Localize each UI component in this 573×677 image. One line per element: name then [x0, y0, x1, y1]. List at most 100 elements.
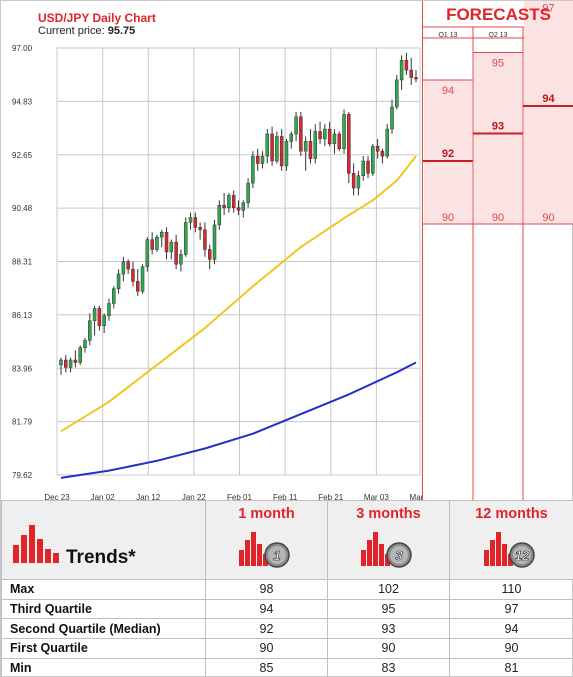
candle-body	[164, 232, 169, 253]
candle-body	[193, 217, 198, 228]
candle-body	[131, 268, 135, 282]
candle-body	[323, 128, 327, 140]
current-price-value: 95.75	[107, 25, 136, 37]
forecast-high-value: 94	[442, 85, 454, 97]
forecast-band	[424, 80, 472, 224]
candle-body	[64, 359, 68, 368]
candle-body	[116, 273, 121, 290]
moving-average-long-line	[60, 361, 417, 479]
trends-label: Trends*	[66, 547, 136, 568]
candle-body	[207, 249, 212, 260]
quarter-label: Q1 13	[438, 32, 457, 39]
trends-table: Trends* 1 month 1 3 months 3 12 months	[1, 500, 573, 677]
table-row-median: Second Quartile (Median) 92 93 94	[1, 618, 573, 640]
moving-average-short-line	[60, 155, 417, 433]
row-label: Max	[1, 579, 206, 600]
badge-number: 1	[273, 548, 280, 563]
forecast-high-value: 95	[492, 58, 504, 70]
x-tick-label: Jan 12	[136, 493, 161, 500]
candle-body	[270, 133, 274, 162]
period-icon: 3	[328, 528, 449, 568]
current-price-label: Current price:	[38, 25, 105, 37]
candle-body	[265, 133, 270, 157]
y-tick-label: 88.31	[12, 258, 33, 267]
forecast-low-value: 90	[442, 212, 454, 224]
bar-icon-bar	[244, 540, 250, 566]
bar-icon-bar	[378, 544, 384, 566]
cell-value: 81	[449, 657, 573, 677]
candle-body	[337, 133, 341, 149]
x-tick-label: Feb 21	[318, 493, 343, 500]
y-tick-label: 86.13	[12, 311, 33, 320]
row-label: Second Quartile (Median)	[1, 618, 206, 640]
table-row-min: Min 85 83 81	[1, 657, 573, 677]
bar-chart-badge-icon: 1	[238, 532, 290, 568]
cell-value: 83	[327, 657, 450, 677]
column-header-label: 12 months	[475, 506, 548, 522]
candle-body	[97, 308, 102, 326]
candle-body	[313, 131, 318, 159]
candle-body	[294, 116, 298, 135]
cell-value: 94	[449, 618, 573, 640]
candle-body	[308, 141, 313, 159]
candle-body	[126, 261, 130, 270]
current-price-row: Current price: 95.75	[38, 25, 135, 37]
candle-body	[332, 133, 337, 145]
candle-body	[380, 150, 385, 157]
cell-value: 90	[205, 638, 328, 659]
cell-value: 93	[327, 618, 450, 640]
candle-body	[107, 303, 111, 317]
candle-body	[361, 160, 365, 177]
period-icon: 1	[206, 528, 327, 568]
candle-body	[78, 347, 82, 363]
x-tick-label: Mar 03	[364, 493, 389, 500]
candle-body	[342, 114, 346, 149]
price-chart: 97.00 94.83 92.65 90.48 88.31 86.13 83.96 81.79…	[2, 2, 423, 500]
forecast-band	[474, 52, 522, 224]
candle-body	[217, 204, 222, 226]
candle-body	[347, 114, 351, 174]
column-header-1-month: 1 month 1	[205, 500, 328, 580]
bar-chart-badge-icon: 12	[483, 532, 535, 568]
candle-body	[112, 288, 116, 304]
candle-body	[260, 155, 265, 164]
forecast-high-value: 97	[542, 3, 554, 15]
candle-body	[351, 173, 356, 189]
candle-body	[241, 202, 246, 211]
x-tick-label: Mar 13	[410, 493, 423, 500]
table-row-third-quartile: Third Quartile 94 95 97	[1, 598, 573, 620]
candle-body	[395, 79, 399, 108]
candle-body	[174, 241, 178, 265]
candle-body	[83, 340, 87, 348]
forecast-band	[524, 1, 573, 224]
candle-body	[279, 136, 284, 167]
bar-icon-bar	[250, 532, 256, 566]
bar-icon-bar	[495, 532, 501, 566]
badge-number: 12	[514, 548, 529, 563]
candle-body	[371, 146, 375, 174]
forecast-median-value: 93	[492, 121, 504, 133]
candle-body	[275, 136, 279, 162]
row-label: First Quartile	[1, 638, 206, 659]
candle-body	[236, 207, 241, 211]
candle-body	[231, 195, 236, 208]
candle-body	[289, 133, 294, 142]
column-header-label: 1 month	[238, 506, 295, 522]
price-chart-svg: 97.00 94.83 92.65 90.48 88.31 86.13 83.96 81.79…	[12, 44, 423, 500]
table-row-max: Max 98 102 110	[1, 579, 573, 600]
candle-body	[140, 266, 145, 292]
candle-body	[385, 128, 389, 157]
candle-body	[198, 227, 202, 231]
cell-value: 95	[327, 598, 450, 620]
candle-body	[92, 308, 97, 321]
forecast-low-value: 90	[492, 212, 504, 224]
y-tick-label: 81.79	[12, 418, 33, 427]
table-row-first-quartile: First Quartile 90 90 90	[1, 638, 573, 659]
y-tick-label: 90.48	[12, 204, 33, 213]
y-tick-label: 92.65	[12, 151, 33, 160]
candle-body	[375, 146, 380, 152]
bar-icon-bar	[372, 532, 378, 566]
trends-table-area: Trends* 1 month 1 3 months 3 12 months	[1, 500, 573, 677]
candle-body	[159, 232, 164, 238]
